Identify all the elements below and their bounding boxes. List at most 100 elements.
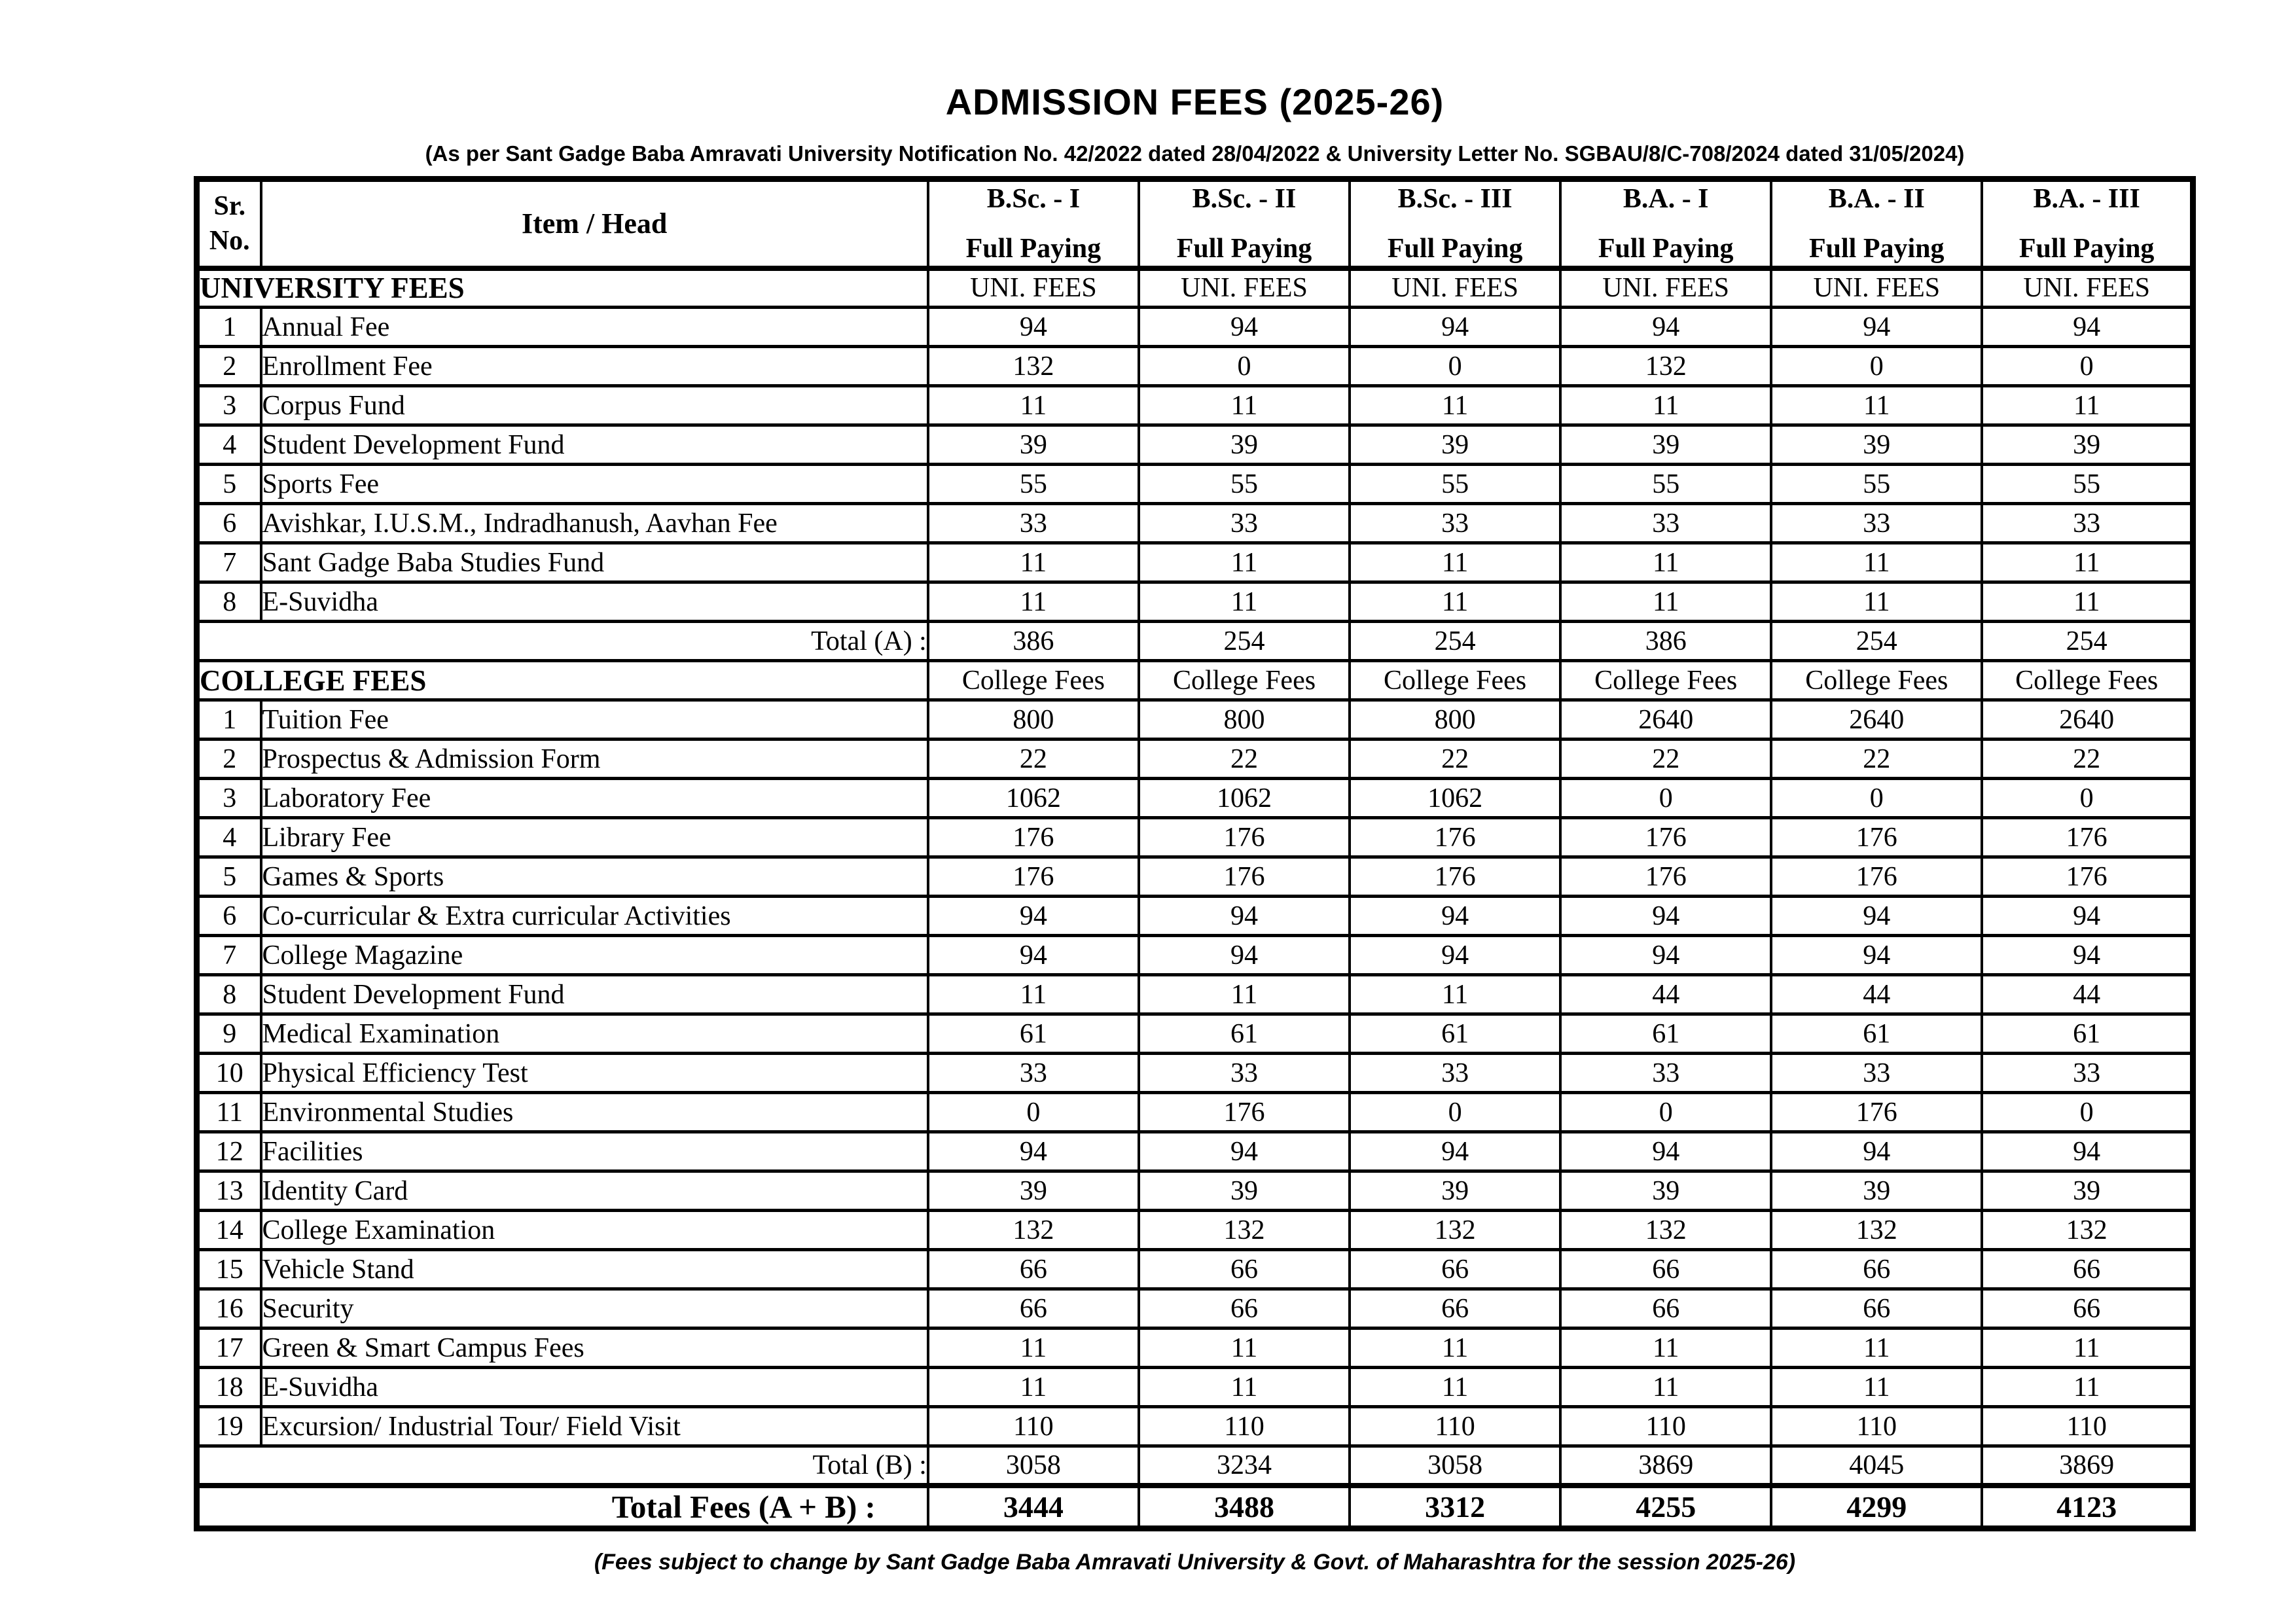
sr-cell: 8: [195, 973, 262, 1016]
sr-cell: 13: [195, 1169, 262, 1212]
fee-value-cell: 94: [926, 306, 1140, 348]
college-fees-section-row: COLLEGE FEES College Fees College Fees C…: [195, 659, 2195, 702]
course-subtitle: Full Paying: [1598, 233, 1734, 264]
sr-cell: 6: [195, 502, 262, 544]
fee-value-cell: 33: [1137, 502, 1352, 544]
no-label: No.: [209, 225, 250, 256]
item-cell: Vehicle Stand: [259, 1248, 929, 1291]
course-name: B.Sc. - II: [1192, 183, 1297, 214]
fee-value-cell: 61: [1348, 1012, 1562, 1055]
table-row: 1 Annual Fee 94 94 94 94 94 94: [195, 306, 2195, 348]
sr-cell: 16: [195, 1287, 262, 1330]
fee-value-cell: 132: [1348, 1209, 1562, 1251]
course-header-bsc3: B.Sc. - III Full Paying: [1348, 177, 1562, 271]
fee-value-cell: 0: [1348, 345, 1562, 387]
item-cell: Environmental Studies: [259, 1091, 929, 1133]
fee-value-cell: 94: [1137, 306, 1352, 348]
fee-value-cell: 11: [1559, 1366, 1773, 1408]
sr-no-header: Sr. No.: [195, 177, 262, 271]
fee-value-cell: 39: [1348, 423, 1562, 466]
fee-value-cell: 132: [1770, 1209, 1984, 1251]
sr-cell: 5: [195, 463, 262, 505]
fee-value-cell: 66: [1137, 1287, 1352, 1330]
fee-value-cell: 11: [1770, 1366, 1984, 1408]
course-subtitle: Full Paying: [1809, 233, 1945, 264]
fee-value-cell: 11: [1137, 973, 1352, 1016]
item-cell: Co-curricular & Extra curricular Activit…: [259, 895, 929, 937]
fee-value-cell: 176: [1348, 855, 1562, 898]
fee-value-cell: 66: [926, 1287, 1140, 1330]
table-row: 12 Facilities 94 94 94 94 94 94: [195, 1130, 2195, 1173]
table-row: 9 Medical Examination 61 61 61 61 61 61: [195, 1012, 2195, 1055]
table-row: 10 Physical Efficiency Test 33 33 33 33 33 33: [195, 1052, 2195, 1094]
total-a-value: 386: [926, 620, 1140, 662]
grand-total-value: 3312: [1348, 1482, 1562, 1530]
fee-value-cell: 22: [1137, 738, 1352, 780]
fee-value-cell: 11: [1137, 1366, 1352, 1408]
fee-value-cell: 94: [1137, 895, 1352, 937]
university-fees-section-row: UNIVERSITY FEES UNI. FEES UNI. FEES UNI.…: [195, 266, 2195, 309]
fee-value-cell: 110: [1559, 1405, 1773, 1448]
fee-value-cell: 11: [926, 973, 1140, 1016]
table-row: 1 Tuition Fee 800 800 800 2640 2640 2640: [195, 698, 2195, 741]
fee-value-cell: 94: [926, 895, 1140, 937]
total-b-label: Total (B) :: [195, 1444, 929, 1487]
fee-value-cell: 33: [1559, 1052, 1773, 1094]
fee-value-cell: 11: [1770, 384, 1984, 427]
fee-value-cell: 11: [1770, 541, 1984, 584]
fee-value-cell: 800: [926, 698, 1140, 741]
total-a-label: Total (A) :: [195, 620, 929, 662]
item-cell: Security: [259, 1287, 929, 1330]
total-b-value: 4045: [1770, 1444, 1984, 1487]
table-row: 14 College Examination 132 132 132 132 132 132: [195, 1209, 2195, 1251]
fee-value-cell: 33: [926, 502, 1140, 544]
fee-value-cell: 22: [926, 738, 1140, 780]
fee-value-cell: 33: [1981, 1052, 2195, 1094]
fee-value-cell: 2640: [1981, 698, 2195, 741]
item-cell: Excursion/ Industrial Tour/ Field Visit: [259, 1405, 929, 1448]
fee-value-cell: 11: [926, 1327, 1140, 1369]
fee-value-cell: 94: [1770, 934, 1984, 976]
fees-table: Sr. No. Item / Head B.Sc. - I Full Payin…: [194, 176, 2196, 1531]
fee-value-cell: 66: [1981, 1287, 2195, 1330]
fee-value-cell: 66: [1137, 1248, 1352, 1291]
fee-value-cell: 800: [1348, 698, 1562, 741]
fee-value-cell: 39: [1559, 1169, 1773, 1212]
fee-value-cell: 44: [1559, 973, 1773, 1016]
fee-value-cell: 39: [1348, 1169, 1562, 1212]
item-cell: College Examination: [259, 1209, 929, 1251]
sr-cell: 1: [195, 698, 262, 741]
grand-total-value: 3488: [1137, 1482, 1352, 1530]
fee-value-cell: 33: [1348, 1052, 1562, 1094]
fee-value-cell: 11: [926, 1366, 1140, 1408]
course-header-ba2: B.A. - II Full Paying: [1770, 177, 1984, 271]
fee-value-cell: 176: [926, 855, 1140, 898]
fee-value-cell: 11: [1137, 541, 1352, 584]
table-row: 8 Student Development Fund 11 11 11 44 44 44: [195, 973, 2195, 1016]
item-cell: Green & Smart Campus Fees: [259, 1327, 929, 1369]
fee-value-cell: 33: [1137, 1052, 1352, 1094]
fee-value-cell: 11: [1348, 384, 1562, 427]
table-row: 7 Sant Gadge Baba Studies Fund 11 11 11 11 11 1…: [195, 541, 2195, 584]
table-row: 16 Security 66 66 66 66 66 66: [195, 1287, 2195, 1330]
sr-cell: 4: [195, 816, 262, 859]
sr-cell: 2: [195, 738, 262, 780]
fee-value-cell: 39: [1981, 423, 2195, 466]
fee-value-cell: 55: [1348, 463, 1562, 505]
fee-value-cell: 132: [1559, 1209, 1773, 1251]
fee-value-cell: 22: [1559, 738, 1773, 780]
fee-value-cell: 94: [1348, 934, 1562, 976]
fee-value-cell: 11: [1770, 1327, 1984, 1369]
uni-fees-caption: UNI. FEES: [1137, 266, 1352, 309]
item-cell: Corpus Fund: [259, 384, 929, 427]
fee-value-cell: 61: [1559, 1012, 1773, 1055]
fee-value-cell: 39: [1770, 1169, 1984, 1212]
fee-value-cell: 94: [1348, 895, 1562, 937]
item-cell: Avishkar, I.U.S.M., Indradhanush, Aavhan…: [259, 502, 929, 544]
course-name: B.A. - I: [1623, 183, 1709, 214]
fee-value-cell: 66: [1559, 1248, 1773, 1291]
fee-value-cell: 132: [926, 1209, 1140, 1251]
item-cell: College Magazine: [259, 934, 929, 976]
total-a-value: 254: [1137, 620, 1352, 662]
fee-value-cell: 132: [1559, 345, 1773, 387]
